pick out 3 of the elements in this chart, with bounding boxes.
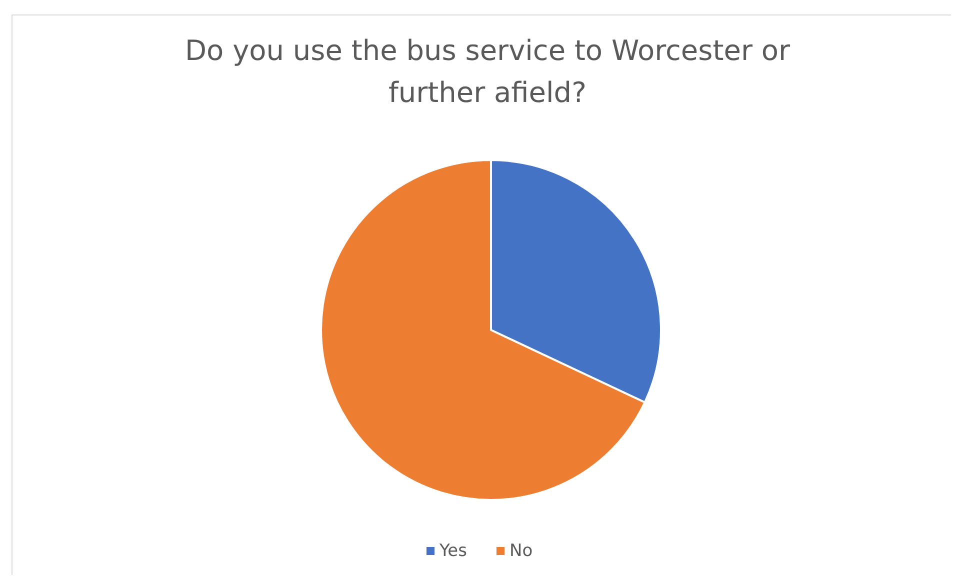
legend-label: No bbox=[510, 541, 533, 561]
chart-title: Do you use the bus service to Worcester or further afield? bbox=[184, 34, 790, 109]
legend-label: Yes bbox=[438, 541, 468, 561]
